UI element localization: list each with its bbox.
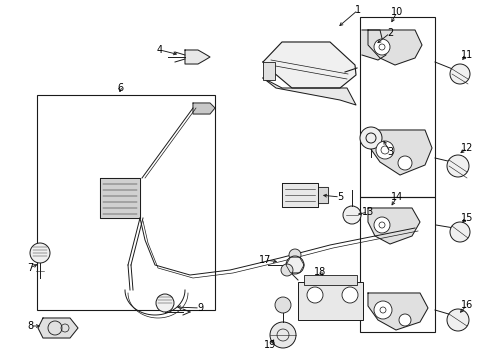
Bar [37,95,215,310]
Text: 7: 7 [27,263,33,273]
Circle shape [447,309,469,331]
Text: 14: 14 [391,192,403,202]
Circle shape [374,217,390,233]
Polygon shape [368,30,422,65]
Polygon shape [282,183,318,207]
Bar [263,62,275,80]
Circle shape [307,287,323,303]
Circle shape [342,287,358,303]
Polygon shape [193,103,215,114]
Circle shape [286,256,304,274]
Text: 11: 11 [461,50,473,60]
Text: 13: 13 [362,207,374,217]
Circle shape [399,314,411,326]
Bar [304,275,357,285]
Text: 15: 15 [461,213,473,223]
Bar [360,17,435,197]
Circle shape [275,297,291,313]
Circle shape [398,156,412,170]
Text: 17: 17 [259,255,271,265]
Text: 19: 19 [264,340,276,350]
Text: 16: 16 [461,300,473,310]
Polygon shape [318,187,328,203]
Text: 2: 2 [387,28,393,38]
Text: 3: 3 [387,147,393,157]
Circle shape [30,243,50,263]
Text: 6: 6 [117,83,123,93]
Text: 12: 12 [461,143,473,153]
Polygon shape [38,318,78,338]
Text: 1: 1 [355,5,361,15]
Circle shape [376,141,394,159]
Polygon shape [362,30,386,60]
Circle shape [281,264,293,276]
Circle shape [289,249,301,261]
Circle shape [374,301,392,319]
Circle shape [450,222,470,242]
Circle shape [450,64,470,84]
Text: 4: 4 [157,45,163,55]
Circle shape [270,322,296,348]
Polygon shape [100,178,140,218]
Circle shape [360,127,382,149]
Text: 9: 9 [197,303,203,313]
Circle shape [343,206,361,224]
Bar [360,197,435,332]
Text: 5: 5 [337,192,343,202]
Polygon shape [368,208,420,244]
Text: 10: 10 [391,7,403,17]
Polygon shape [368,293,428,330]
Circle shape [156,294,174,312]
Polygon shape [185,50,210,64]
Bar [298,282,363,320]
Text: 18: 18 [314,267,326,277]
Polygon shape [263,42,356,88]
Text: 8: 8 [27,321,33,331]
Circle shape [447,155,469,177]
Polygon shape [263,78,356,105]
Polygon shape [368,130,432,175]
Circle shape [374,39,390,55]
